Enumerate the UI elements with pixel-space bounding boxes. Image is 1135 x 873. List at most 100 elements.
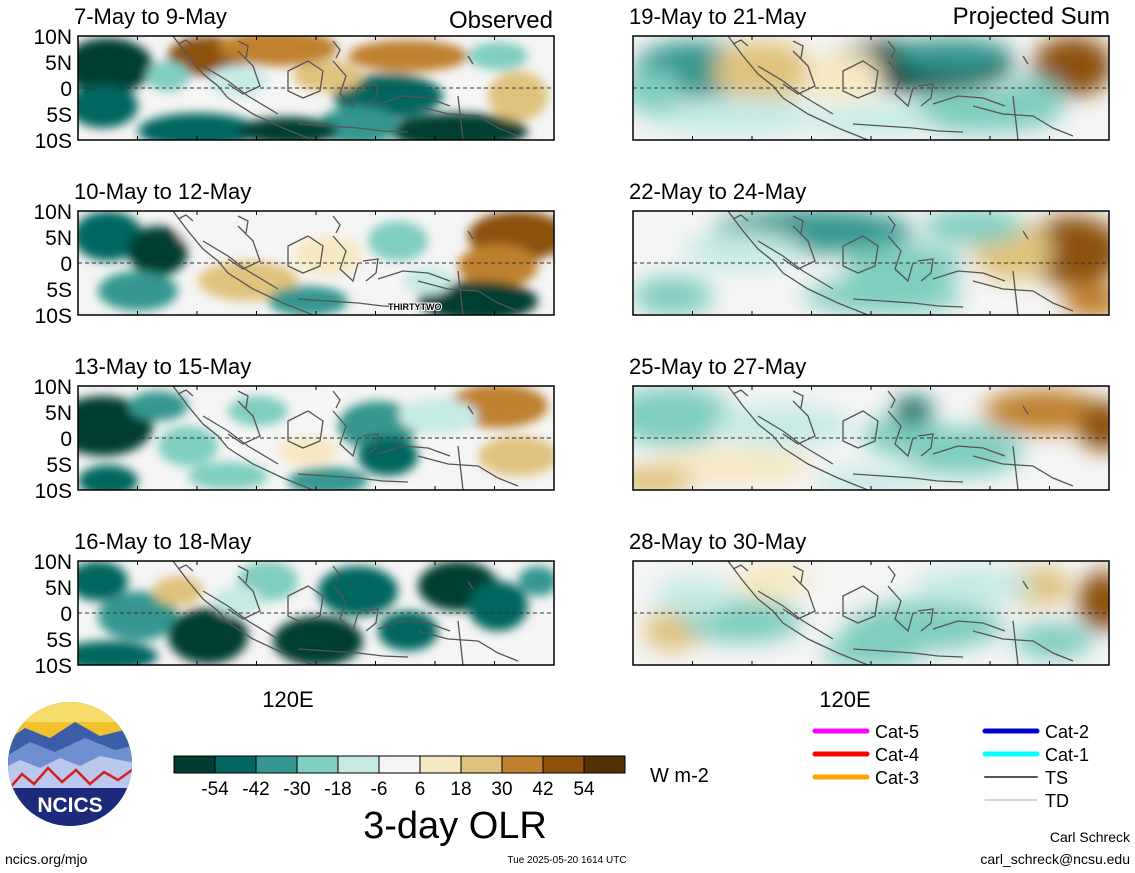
olr-anomaly-patch — [238, 117, 338, 140]
coastlines — [172, 211, 519, 315]
olr-anomaly-patch — [643, 96, 823, 136]
lat-label: 10S — [35, 130, 72, 153]
lat-label: 5S — [46, 629, 72, 652]
olr-anomaly-patch — [1063, 283, 1109, 315]
lat-label: 5S — [46, 279, 72, 302]
olr-anomaly-patch — [293, 236, 363, 276]
olr-anomaly-patch — [398, 398, 478, 434]
colorbar-tick-label: 42 — [532, 779, 553, 800]
olr-anomaly-patch — [78, 465, 138, 490]
olr-anomaly-patch — [168, 608, 248, 664]
panel-title: 13-May to 15-May — [74, 354, 251, 379]
lat-label: 10N — [33, 376, 72, 399]
olr-anomaly-patch — [368, 221, 428, 261]
lat-label: 5N — [45, 577, 72, 600]
ncics-logo: NCICS — [8, 702, 132, 826]
olr-anomaly-patch — [78, 84, 138, 128]
olr-anomaly-patch — [146, 61, 190, 91]
lat-label: 10N — [33, 201, 72, 224]
storm-label: THIRTYTWO — [388, 302, 442, 312]
olr-anomaly-patch — [488, 71, 548, 121]
colorbar-swatch — [583, 755, 626, 774]
olr-anomaly-patch — [518, 566, 554, 596]
olr-anomaly-patch — [288, 467, 368, 490]
colorbar-tick-label: 30 — [491, 779, 512, 800]
olr-anomaly-patch — [478, 436, 554, 476]
olr-anomaly-patch — [713, 404, 853, 448]
colorbar-tick-label: -42 — [242, 779, 269, 800]
olr-anomaly-patch — [1078, 571, 1109, 631]
olr-anomaly-patch — [268, 286, 348, 315]
lat-label: 10S — [35, 655, 72, 678]
legend-label: Cat-2 — [1045, 722, 1089, 742]
logo-text: NCICS — [37, 794, 102, 817]
colorbar-tick-label: 6 — [415, 779, 426, 800]
coastlines — [172, 36, 519, 140]
olr-anomaly-patch — [683, 231, 803, 271]
olr-anomaly-patch — [893, 38, 1013, 74]
colorbar-swatch — [173, 755, 216, 774]
olr-anomaly-patch — [98, 591, 178, 641]
olr-anomaly-patch — [813, 105, 933, 137]
olr-anomaly-patch — [213, 586, 263, 616]
lat-label: 0 — [60, 253, 72, 276]
lat-label: 10N — [33, 26, 72, 49]
olr-anomaly-patch — [403, 267, 453, 295]
olr-anomaly-patch — [98, 271, 178, 311]
olr-anomaly-patch — [893, 397, 933, 425]
footer-url: ncics.org/mjo — [5, 851, 88, 867]
olr-anomaly-patch — [923, 211, 1023, 244]
olr-anomaly-patch — [468, 42, 528, 70]
footer-email: carl_schreck@ncsu.edu — [980, 851, 1130, 867]
lat-label: 10N — [33, 551, 72, 574]
olr-anomaly-patch — [293, 60, 363, 92]
colorbar-swatch — [501, 755, 544, 774]
olr-anomaly-patch — [278, 436, 338, 466]
colorbar-swatch — [255, 755, 298, 774]
colorbar-swatch — [337, 755, 380, 774]
panel-title: 7-May to 9-May — [74, 4, 227, 29]
map-panel: 22-May to 24-May — [629, 179, 1110, 316]
olr-anomaly-patch — [388, 113, 528, 140]
coastlines — [172, 561, 519, 665]
olr-anomaly-patch — [208, 65, 268, 97]
legend-label: Cat-3 — [875, 768, 919, 788]
map-panel: 25-May to 27-May — [629, 354, 1110, 491]
olr-anomaly-patch — [273, 616, 363, 665]
colorbar-tick-label: -6 — [371, 779, 388, 800]
observed-header: Observed — [449, 7, 553, 34]
coastlines — [727, 36, 1074, 140]
olr-anomaly-patch — [713, 41, 813, 101]
olr-anomaly-patch — [178, 215, 238, 247]
olr-anomaly-patch — [633, 466, 693, 490]
lon-label-left: 120E — [262, 687, 313, 712]
coastlines — [727, 211, 1074, 315]
lat-label: 10S — [35, 305, 72, 328]
lat-label: 5N — [45, 402, 72, 425]
coastlines — [727, 561, 1074, 665]
olr-anomaly-patch — [653, 448, 813, 484]
colorbar-unit: W m-2 — [650, 765, 709, 787]
olr-anomaly-patch — [633, 386, 733, 446]
legend-label: Cat-5 — [875, 722, 919, 742]
olr-anomaly-patch — [1013, 623, 1093, 659]
legend-label: TD — [1045, 791, 1069, 811]
panel-title: 16-May to 18-May — [74, 529, 251, 554]
olr-anomaly-patch — [793, 585, 873, 617]
olr-anomaly-patch — [188, 462, 268, 490]
panel-title: 10-May to 12-May — [74, 179, 251, 204]
coastlines — [172, 386, 519, 490]
olr-anomaly-patch — [633, 69, 683, 113]
colorbar-swatch — [460, 755, 503, 774]
lat-label: 0 — [60, 78, 72, 101]
lat-label: 5N — [45, 52, 72, 75]
legend-label: TS — [1045, 768, 1068, 788]
panel-title: 19-May to 21-May — [629, 4, 806, 29]
olr-anomaly-patch — [78, 641, 158, 665]
